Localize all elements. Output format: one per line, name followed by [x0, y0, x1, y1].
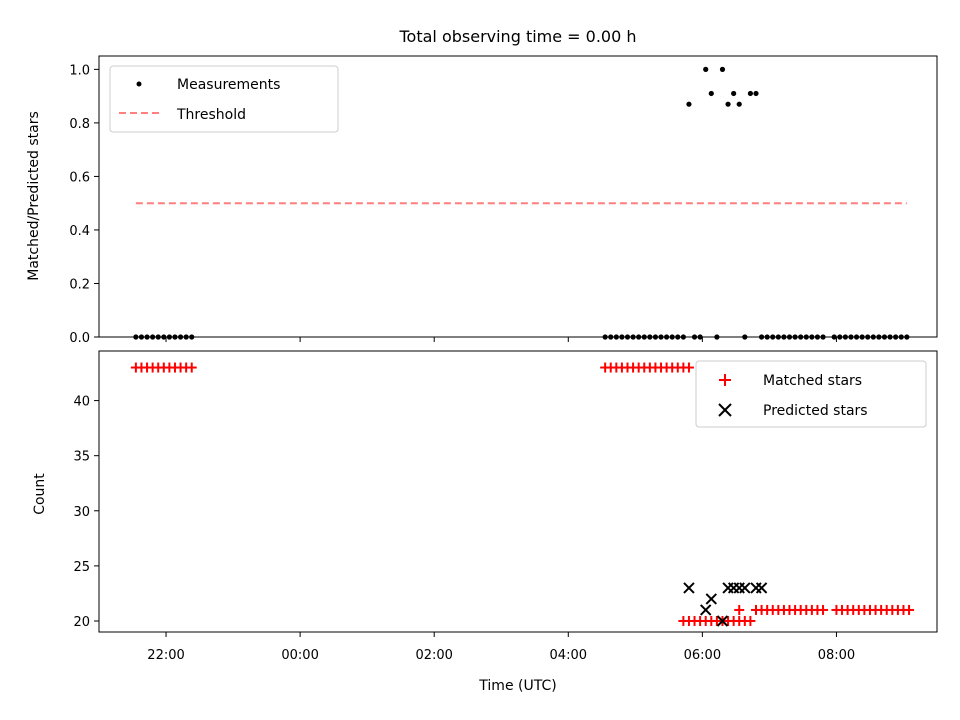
bottom-x-tick-label: 02:00 [415, 648, 452, 663]
bottom-x-axis-label: Time (UTC) [478, 678, 556, 694]
bottom-y-tick-label: 35 [73, 450, 90, 465]
bottom-x-axis: 22:00 00:00 02:00 04:00 06:00 08:00 [147, 632, 855, 663]
bottom-y-tick-label: 30 [73, 505, 90, 520]
top-y-axis-label: Matched/Predicted stars [26, 111, 42, 281]
predicted-star-point [755, 582, 768, 594]
top-y-axis: 0.0 0.2 0.4 0.6 0.8 1.0 [69, 63, 99, 346]
top-y-tick-label: 0.8 [69, 117, 90, 132]
bottom-y-tick-label: 20 [73, 615, 90, 630]
predicted-star-point [739, 582, 751, 594]
measurement-point [703, 66, 709, 72]
matched-star-point [745, 615, 756, 626]
bottom-y-tick-label: 25 [73, 560, 90, 575]
measurement-point [686, 101, 692, 107]
matched-star-point [904, 604, 915, 615]
legend-predicted-label: Predicted stars [763, 403, 868, 419]
bottom-plot-marks [130, 362, 915, 627]
top-y-tick-label: 0.6 [69, 170, 90, 185]
bottom-plot-panel: 20 25 30 35 40 22:00 00:00 02:00 04:00 06:00 08:0… [32, 350, 938, 694]
bottom-plot-frame [98, 350, 938, 633]
matched-star-point [734, 604, 745, 615]
legend-measurements-marker [136, 81, 142, 87]
top-chart-title: Total observing time = 0.00 h [398, 27, 636, 46]
top-legend: Measurements Threshold [109, 65, 339, 133]
measurement-point [736, 101, 742, 107]
predicted-star-point [716, 615, 729, 627]
legend-predicted-marker [718, 403, 732, 417]
legend-matched-label: Matched stars [763, 373, 862, 389]
bottom-x-tick-label: 06:00 [684, 648, 721, 663]
measurement-point [725, 101, 731, 107]
matched-star-point [683, 362, 694, 373]
top-y-tick-label: 1.0 [69, 63, 90, 78]
matched-star-point [818, 604, 829, 615]
matched-star-point [186, 362, 197, 373]
bottom-y-tick-label: 40 [73, 395, 90, 410]
bottom-y-axis: 20 25 30 35 40 [73, 395, 99, 630]
bottom-x-tick-label: 08:00 [818, 648, 855, 663]
legend-measurements-label: Measurements [177, 77, 280, 93]
predicted-star-point [683, 582, 695, 594]
predicted-star-point [705, 593, 718, 605]
bottom-x-tick-label: 00:00 [281, 648, 318, 663]
measurement-point [747, 90, 754, 97]
legend-threshold-label: Threshold [176, 107, 246, 123]
measurement-point [753, 90, 759, 97]
bottom-x-tick-label: 04:00 [550, 648, 587, 663]
top-legend-box [109, 65, 339, 133]
measurement-point [731, 90, 737, 97]
top-plot-panel: 0.0 0.2 0.4 0.6 0.8 1.0 Matched/Predicted sta… [26, 55, 938, 346]
predicted-star-point [700, 604, 712, 616]
top-x-axis-ticks [165, 337, 837, 342]
top-y-tick-label: 0.2 [69, 277, 90, 292]
measurement-point [719, 66, 726, 72]
bottom-x-tick-label: 22:00 [147, 648, 184, 663]
bottom-y-axis-label: Count [32, 473, 48, 515]
measurement-point [708, 90, 714, 97]
bottom-legend: Matched stars Predicted stars [695, 360, 927, 428]
top-y-tick-label: 0.4 [69, 224, 90, 239]
bottom-legend-box [695, 360, 927, 428]
top-y-tick-label: 0.0 [69, 331, 90, 346]
legend-matched-marker [719, 374, 731, 386]
top-plot-frame [98, 55, 938, 338]
